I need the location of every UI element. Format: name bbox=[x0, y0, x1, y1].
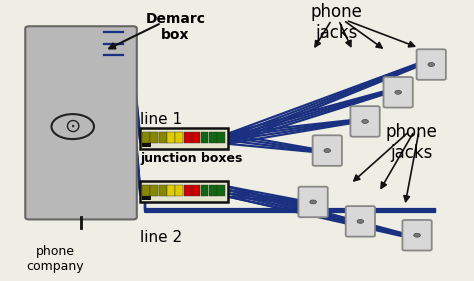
Bar bbox=[184, 132, 191, 143]
Bar bbox=[184, 185, 191, 196]
Bar bbox=[167, 185, 175, 196]
Circle shape bbox=[357, 219, 364, 223]
Bar bbox=[140, 128, 228, 149]
FancyBboxPatch shape bbox=[417, 49, 446, 80]
FancyBboxPatch shape bbox=[25, 26, 137, 219]
Bar bbox=[150, 185, 158, 196]
FancyBboxPatch shape bbox=[402, 220, 432, 251]
Bar bbox=[167, 132, 175, 143]
Bar bbox=[175, 185, 183, 196]
FancyBboxPatch shape bbox=[313, 135, 342, 166]
Text: phone
jacks: phone jacks bbox=[386, 123, 438, 162]
Bar bbox=[159, 185, 167, 196]
Bar bbox=[201, 185, 209, 196]
Bar bbox=[209, 185, 217, 196]
Bar bbox=[192, 132, 200, 143]
Circle shape bbox=[395, 90, 401, 94]
Bar bbox=[140, 181, 228, 202]
Bar bbox=[192, 185, 200, 196]
Text: ⊙: ⊙ bbox=[64, 117, 81, 136]
Bar bbox=[159, 132, 167, 143]
Bar bbox=[209, 132, 217, 143]
Bar bbox=[217, 185, 225, 196]
Circle shape bbox=[414, 233, 420, 237]
Circle shape bbox=[428, 63, 435, 67]
Circle shape bbox=[362, 119, 368, 123]
Text: phone
jacks: phone jacks bbox=[310, 3, 362, 42]
Circle shape bbox=[310, 200, 317, 204]
Bar bbox=[142, 143, 151, 147]
FancyBboxPatch shape bbox=[346, 206, 375, 237]
Bar bbox=[142, 196, 151, 200]
FancyBboxPatch shape bbox=[350, 106, 380, 137]
Bar bbox=[142, 185, 150, 196]
FancyBboxPatch shape bbox=[383, 77, 413, 108]
FancyBboxPatch shape bbox=[299, 187, 328, 217]
Bar bbox=[217, 132, 225, 143]
Text: line 1: line 1 bbox=[140, 112, 182, 127]
Text: Demarc
box: Demarc box bbox=[146, 12, 206, 42]
Bar bbox=[150, 132, 158, 143]
Bar bbox=[175, 132, 183, 143]
Text: phone
company: phone company bbox=[26, 245, 84, 273]
Bar bbox=[201, 132, 209, 143]
Text: line 2: line 2 bbox=[140, 230, 182, 245]
Text: junction boxes: junction boxes bbox=[140, 152, 243, 165]
Circle shape bbox=[324, 149, 330, 153]
Bar bbox=[142, 132, 150, 143]
